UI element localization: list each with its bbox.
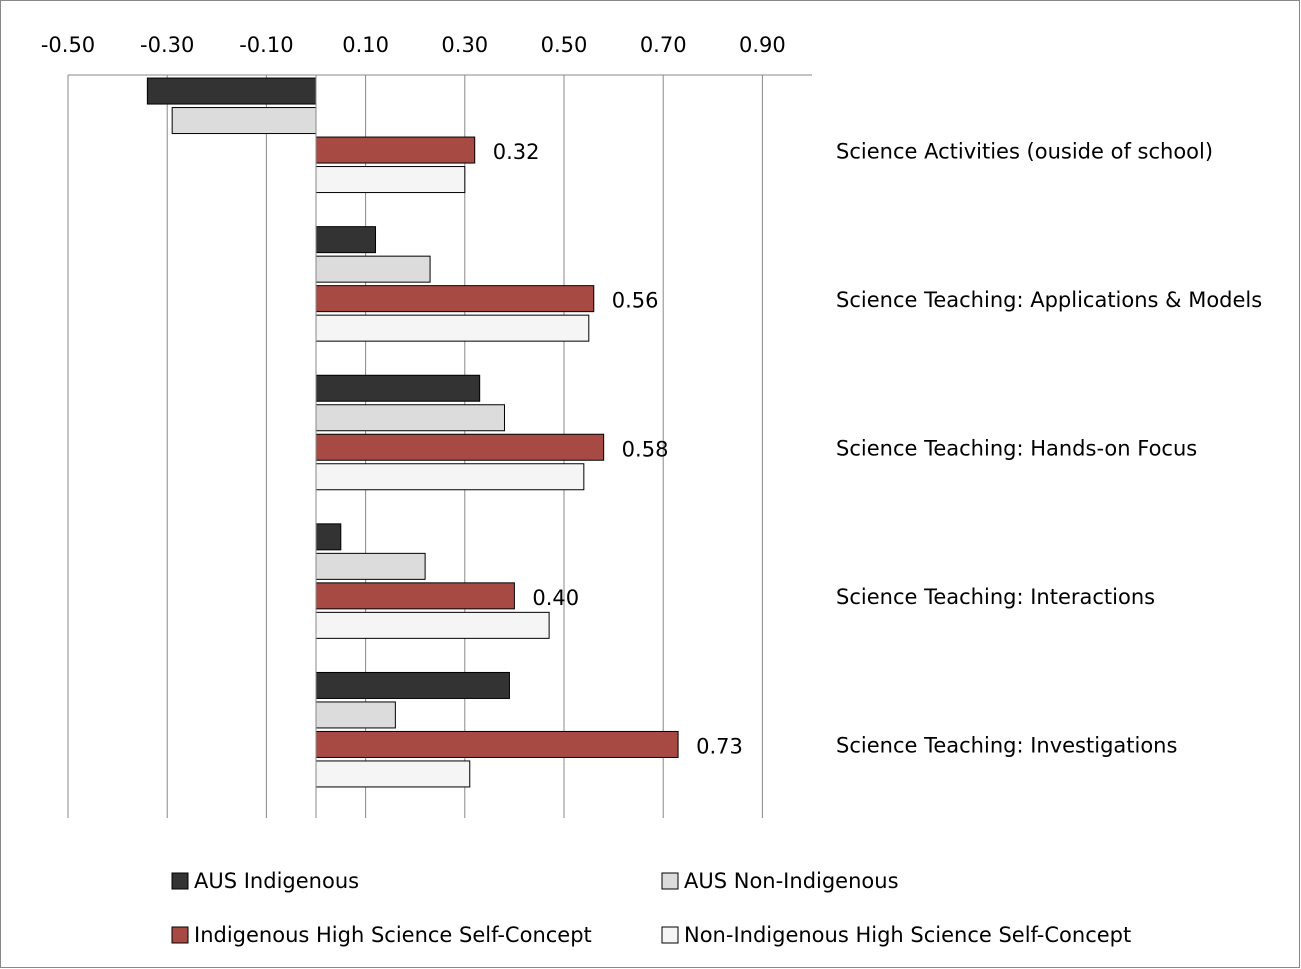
bar	[315, 523, 342, 551]
bar	[315, 374, 481, 402]
bar	[315, 314, 590, 342]
bar	[315, 285, 595, 313]
x-tick-label: 0.50	[541, 33, 588, 57]
category-label: Science Teaching: Investigations	[836, 734, 1177, 758]
bar	[315, 730, 679, 758]
bar	[146, 77, 317, 105]
bar	[315, 404, 505, 432]
bar	[315, 760, 471, 788]
legend-swatch	[661, 872, 679, 890]
data-label: 0.32	[493, 140, 540, 164]
x-tick-label: -0.30	[140, 33, 194, 57]
legend-swatch	[171, 926, 189, 944]
legend-label: Indigenous High Science Self-Concept	[194, 923, 592, 947]
data-label: 0.58	[622, 437, 669, 461]
bar	[315, 433, 605, 461]
bar	[315, 611, 550, 639]
bar	[315, 701, 396, 729]
category-label: Science Teaching: Interactions	[836, 585, 1155, 609]
data-label: 0.40	[532, 586, 579, 610]
category-label: Science Teaching: Hands-on Focus	[836, 437, 1197, 461]
legend-swatch	[171, 872, 189, 890]
category-label: Science Activities (ouside of school)	[836, 139, 1213, 163]
bar	[315, 136, 476, 164]
legend-label: Non-Indigenous High Science Self-Concept	[684, 923, 1131, 947]
bar	[171, 107, 317, 135]
x-tick-label: -0.50	[41, 33, 95, 57]
x-tick-label: 0.90	[739, 33, 786, 57]
x-tick-label: 0.70	[640, 33, 687, 57]
bar	[315, 166, 466, 194]
bar	[315, 552, 426, 580]
legend-swatch	[661, 926, 679, 944]
category-label: Science Teaching: Applications & Models	[836, 288, 1262, 312]
x-tick-label: 0.30	[441, 33, 488, 57]
bar	[315, 582, 515, 610]
legend-label: AUS Indigenous	[194, 869, 359, 893]
x-tick-label: -0.10	[239, 33, 293, 57]
bar	[315, 226, 377, 254]
x-tick-label: 0.10	[342, 33, 389, 57]
bar	[315, 255, 431, 283]
data-label: 0.73	[696, 734, 743, 758]
data-label: 0.56	[612, 289, 659, 313]
bar	[315, 463, 585, 491]
bar	[315, 671, 510, 699]
legend-label: AUS Non-Indigenous	[684, 869, 899, 893]
